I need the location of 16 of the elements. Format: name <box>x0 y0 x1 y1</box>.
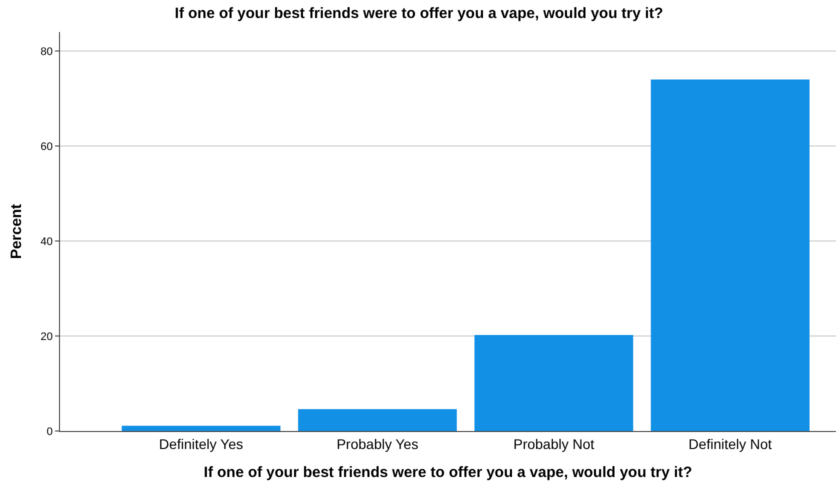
y-tick-label: 60 <box>40 140 53 153</box>
x-tick-label: Definitely Yes <box>159 436 244 452</box>
x-axis-title: If one of your best friends were to offer you a vape, would you try it? <box>204 464 692 481</box>
chart-title: If one of your best friends were to offer you a vape, would you try it? <box>174 4 664 22</box>
x-tick-label: Probably Yes <box>336 436 418 452</box>
x-tick-label: Definitely Not <box>688 436 772 452</box>
y-tick-label: 40 <box>40 236 53 248</box>
y-axis-title: Percent <box>8 204 25 260</box>
bar <box>474 335 634 431</box>
y-tick-label: 0 <box>46 426 53 438</box>
bar <box>650 80 810 431</box>
bar <box>122 426 280 431</box>
y-tick-label: 80 <box>40 46 53 58</box>
y-tick-label: 20 <box>40 330 53 343</box>
bar <box>298 409 457 431</box>
x-tick-label: Probably Not <box>513 436 594 452</box>
